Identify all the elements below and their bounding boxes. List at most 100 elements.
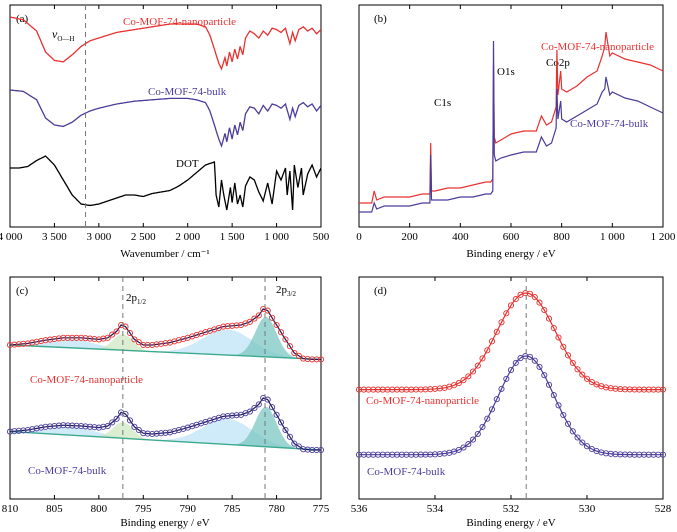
- nano-data-point: [144, 341, 151, 349]
- bulk-o1s-data-point: [541, 372, 548, 379]
- p12-sub: 1/2: [137, 298, 146, 306]
- bulk-data-point: [20, 427, 27, 434]
- bulk-o1s-data-point: [493, 396, 500, 403]
- c-tick-label: 785: [224, 503, 241, 515]
- nano-o1s-data-point: [398, 386, 405, 393]
- nano-data-point: [20, 340, 27, 347]
- nano-data-point: [11, 341, 18, 348]
- nano-o1s-data-point: [507, 302, 515, 309]
- bulk-data-point: [46, 423, 54, 430]
- nano-o1s-data-point: [484, 347, 491, 354]
- bulk-o1s-data-point: [574, 434, 581, 441]
- bulk-o1s-data-point: [474, 430, 481, 438]
- nano-o1s-data-point: [536, 299, 543, 306]
- d-tick-label: 530: [579, 503, 596, 515]
- bulk-o1s-data-point: [503, 375, 510, 382]
- bulk-data-point: [246, 408, 253, 415]
- p12-main: 2p: [126, 292, 138, 304]
- b-tick-label: 600: [503, 231, 520, 243]
- nano-data-point: [33, 338, 40, 345]
- bulk-o1s-data-point: [360, 451, 367, 458]
- nano-data-point: [86, 335, 94, 342]
- bulk-o1s-data-point: [555, 402, 562, 409]
- panel-a-frame: [9, 4, 322, 228]
- b-tick-label: 200: [401, 231, 418, 243]
- d-tick-label: 536: [351, 503, 368, 515]
- nano-o1s-data-point: [479, 355, 486, 362]
- nano-o1s-data-point: [555, 334, 562, 341]
- nano-data-point: [55, 335, 62, 342]
- nano-o1s-data-point: [659, 386, 667, 393]
- nano-data-point: [109, 331, 116, 338]
- bulk-o1s-data-point: [398, 451, 405, 458]
- bulk-data-point: [15, 427, 22, 434]
- nano-data-point: [91, 335, 98, 343]
- bulk-sat-2p12-fill: [10, 427, 321, 450]
- nano-o1s-data-point: [389, 386, 396, 393]
- nano-data-point: [42, 337, 49, 344]
- b-tick-label: 400: [452, 231, 469, 243]
- nano-o1s-data-point: [526, 290, 534, 297]
- nano-o1s-data-point: [493, 328, 500, 335]
- c1s-text: C1s: [434, 97, 451, 109]
- nano-o1s-data-point: [469, 368, 477, 375]
- bulk-o1s-data-point: [636, 451, 643, 458]
- bulk-data-point: [166, 429, 173, 436]
- nano-data-point: [113, 328, 120, 335]
- o1s-text: O1s: [497, 66, 515, 78]
- bulk-data-point: [69, 422, 76, 429]
- p32-main: 2p: [276, 284, 288, 296]
- nu-oh-label: νO—H: [52, 27, 74, 43]
- nano-data-point: [291, 349, 298, 357]
- a-dot-label: DOT: [176, 158, 199, 170]
- nano-o1s-data-point: [655, 386, 662, 393]
- bulk-peak-2p32-fill: [10, 406, 321, 450]
- ftir-bulk-curve: [9, 89, 322, 149]
- nano-data-point: [51, 335, 58, 343]
- nano-o1s-data-point: [645, 386, 652, 393]
- d-bulk-label: Co-MOF-74-bulk: [367, 466, 446, 478]
- bulk-o1s-data-point: [460, 444, 467, 451]
- bulk-data-point: [282, 426, 289, 434]
- bulk-data-point: [313, 446, 320, 454]
- bulk-data-point: [300, 446, 307, 453]
- bulk-data-point: [100, 423, 107, 430]
- ftir-nanoparticle-curve: [9, 16, 322, 71]
- nano-o1s-data-point: [370, 386, 377, 393]
- c-tick-label: 780: [268, 503, 285, 515]
- nano-data-point: [73, 334, 80, 341]
- nano-o1s-data-point: [455, 380, 462, 387]
- nano-data-point: [255, 312, 262, 319]
- nano-data-point: [304, 355, 311, 363]
- nano-data-point: [277, 329, 285, 336]
- bulk-data-point: [286, 433, 293, 440]
- bulk-data-point: [109, 419, 116, 426]
- nano-peak-2p32-fill: [10, 316, 321, 360]
- bulk-data-point: [304, 446, 311, 453]
- bulk-o1s-data-point: [531, 357, 538, 364]
- b-bulk-label: Co-MOF-74-bulk: [570, 118, 649, 130]
- c-tick-label: 810: [2, 503, 19, 515]
- nano-data-point: [264, 307, 271, 314]
- bulk-data-point: [29, 426, 36, 433]
- bulk-o1s-data-point: [526, 353, 534, 360]
- nano-data-point: [100, 335, 107, 342]
- bulk-data-point: [91, 424, 98, 431]
- nano-data-point: [15, 341, 22, 348]
- nano-o1s-data-point: [545, 315, 553, 322]
- nano-data-point: [300, 355, 307, 362]
- bulk-data-point: [104, 422, 111, 430]
- nano-o1s-data-point: [465, 373, 472, 380]
- nano-data-point: [38, 337, 45, 345]
- bulk-data-point: [95, 424, 102, 431]
- bulk-data-point: [264, 396, 271, 403]
- nano-data-point: [104, 334, 111, 341]
- bulk-o1s-data-point: [569, 428, 576, 435]
- survey-bulk-curve: [359, 40, 664, 213]
- panel-d-xlabel: Binding energy / eV: [466, 517, 555, 529]
- nano-data-point: [282, 336, 289, 343]
- nano-data-point: [158, 340, 165, 347]
- nano-sat-2p12-fill: [10, 339, 321, 360]
- bulk-o1s-data-point: [617, 451, 624, 458]
- nano-data-point: [220, 323, 227, 330]
